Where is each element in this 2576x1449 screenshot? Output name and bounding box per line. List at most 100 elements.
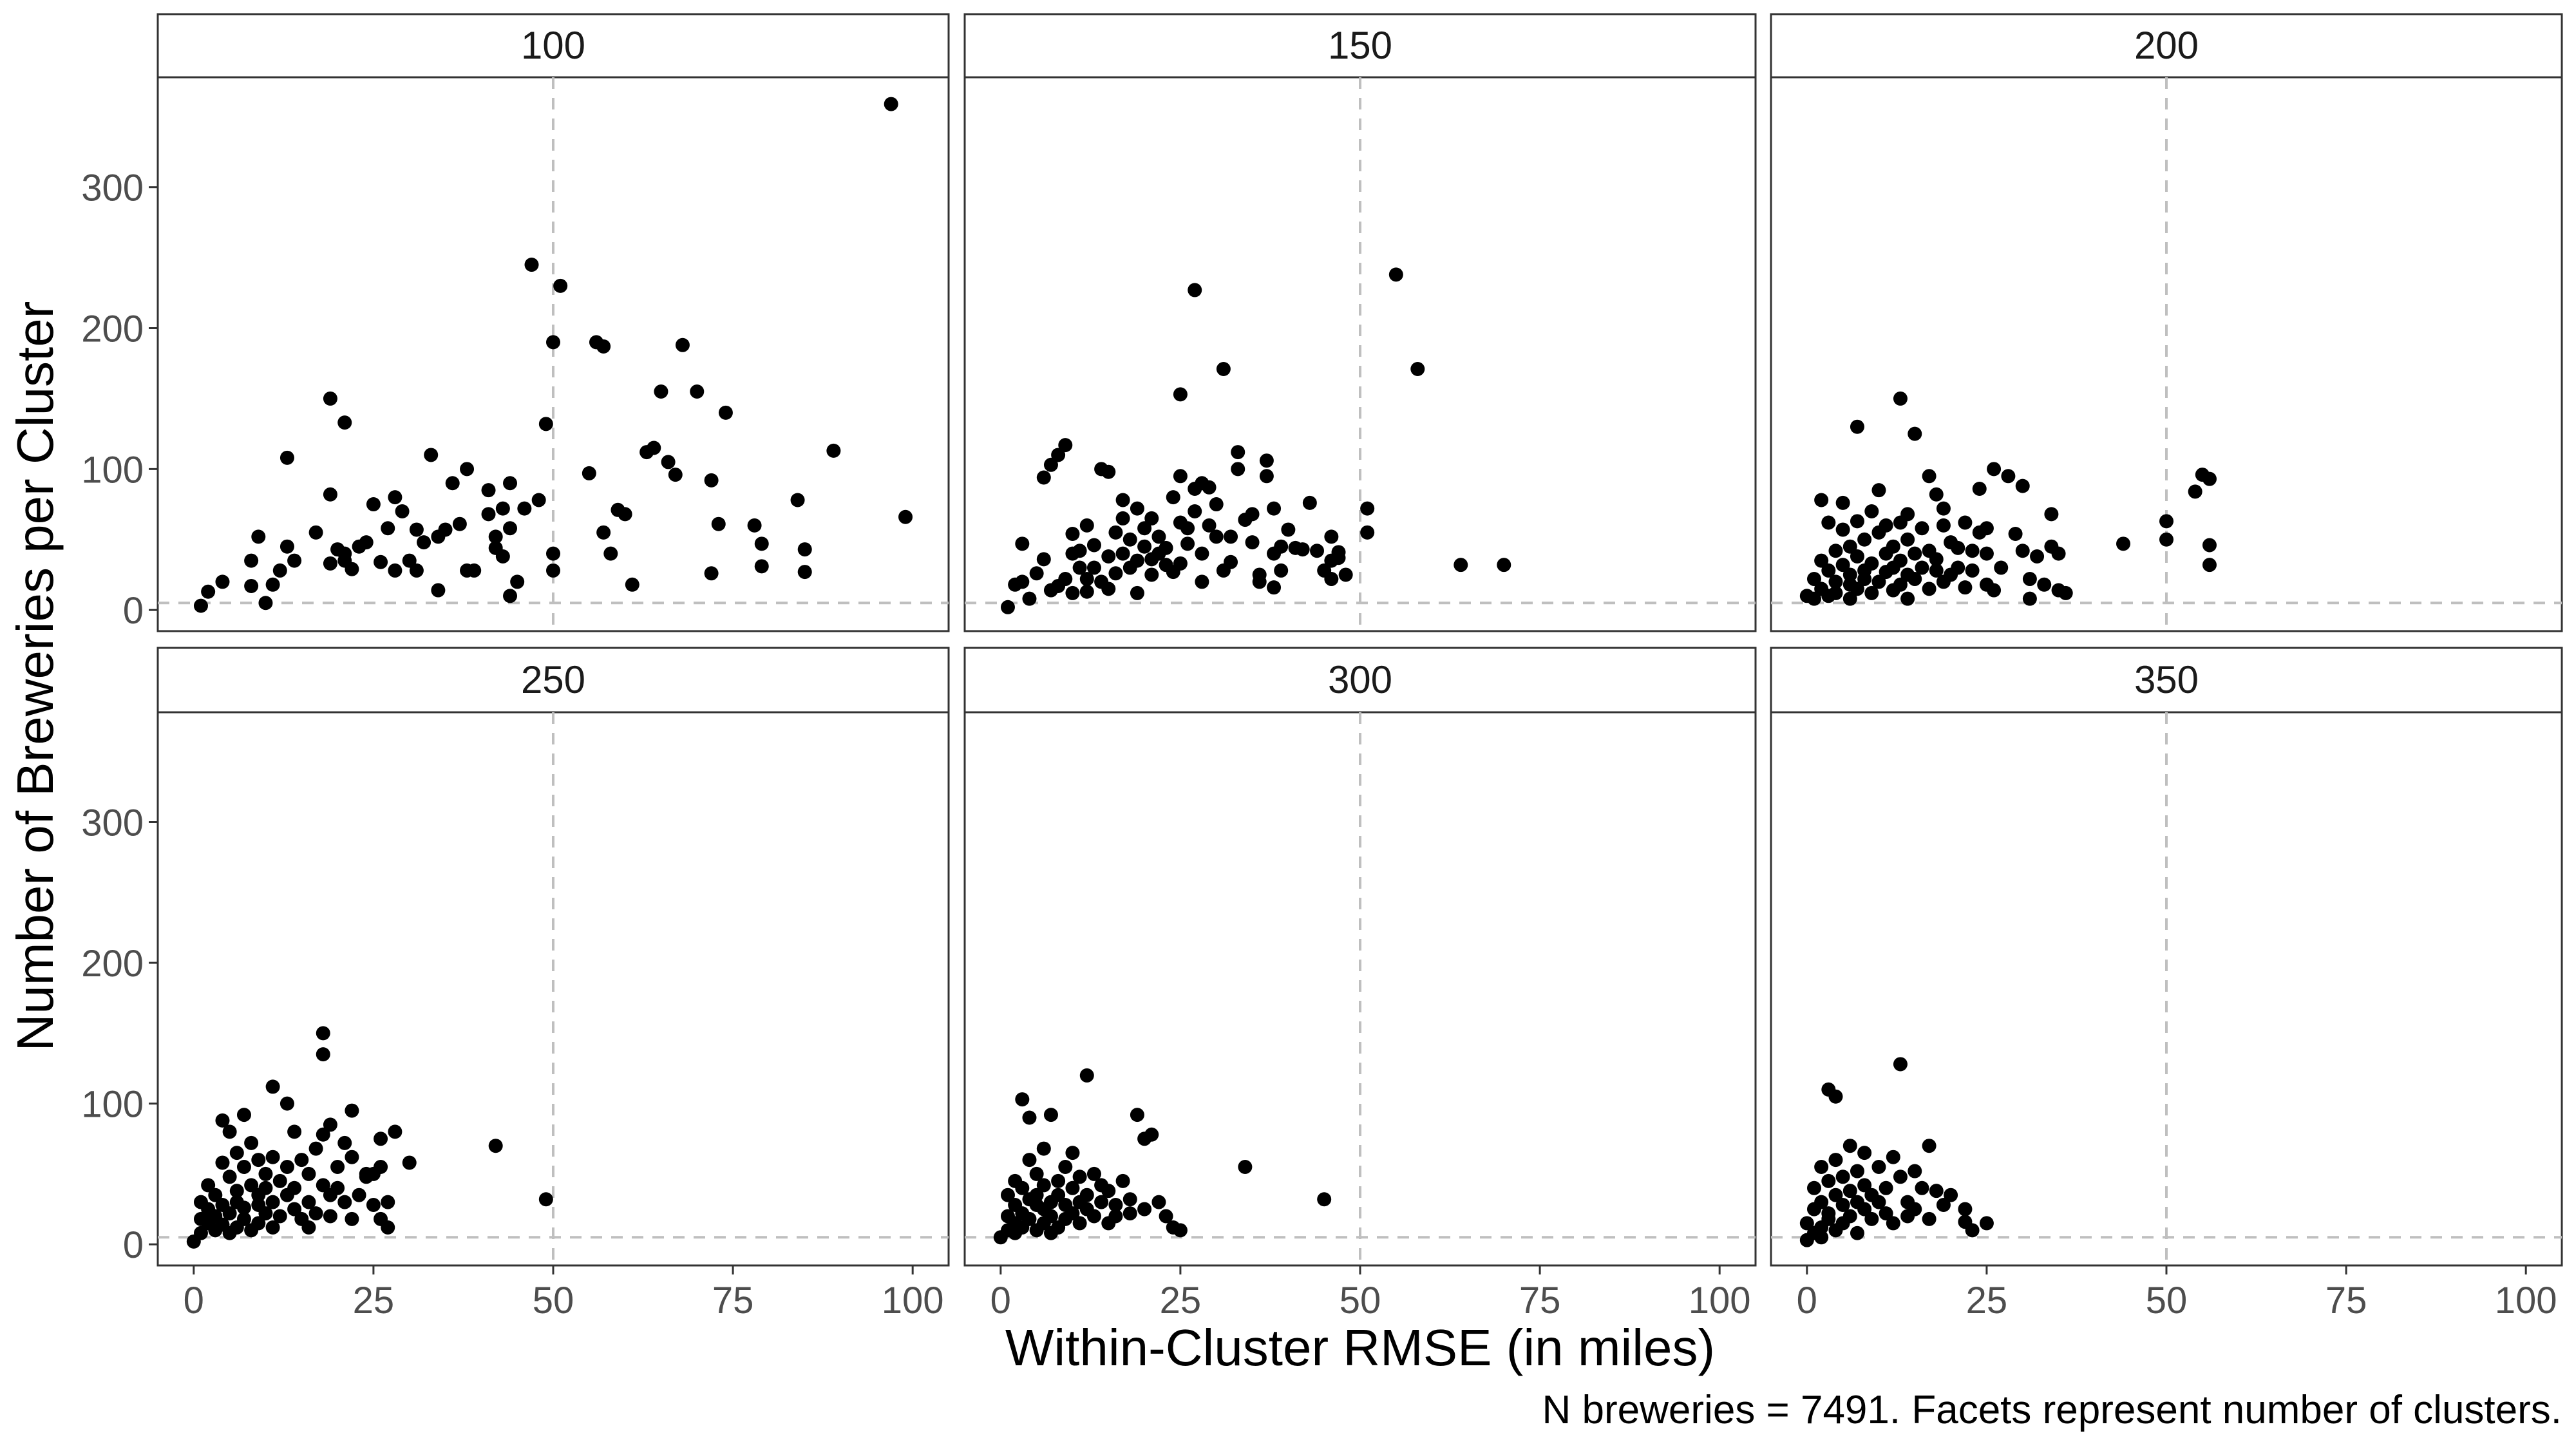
data-point bbox=[236, 1211, 251, 1226]
data-point bbox=[1151, 529, 1166, 544]
data-point bbox=[1079, 584, 1094, 599]
data-point bbox=[1173, 556, 1188, 571]
data-point bbox=[258, 596, 273, 611]
data-point bbox=[1864, 585, 1879, 600]
y-tick-label: 200 bbox=[81, 308, 144, 350]
data-point bbox=[747, 518, 762, 533]
data-point bbox=[1180, 536, 1195, 551]
data-point bbox=[287, 1180, 302, 1195]
data-point bbox=[279, 450, 294, 465]
data-point bbox=[1893, 391, 1908, 406]
data-point bbox=[1908, 546, 1922, 561]
data-point bbox=[308, 1141, 323, 1156]
data-point bbox=[1036, 1141, 1051, 1156]
data-point bbox=[538, 417, 553, 431]
data-point bbox=[251, 1216, 266, 1231]
data-point bbox=[1835, 1170, 1850, 1184]
data-point bbox=[1267, 580, 1282, 595]
x-axis-title: Within-Cluster RMSE (in miles) bbox=[1005, 1319, 1715, 1376]
data-point bbox=[1137, 539, 1152, 554]
data-point bbox=[1173, 469, 1188, 484]
data-point bbox=[445, 476, 460, 491]
data-point bbox=[596, 525, 611, 540]
data-point bbox=[388, 563, 402, 578]
data-point bbox=[524, 258, 539, 272]
data-point bbox=[374, 1159, 388, 1174]
x-tick-label: 25 bbox=[353, 1280, 395, 1321]
data-point bbox=[1806, 591, 1821, 606]
data-point bbox=[1994, 560, 2009, 575]
data-point bbox=[790, 493, 805, 507]
data-point bbox=[1122, 1192, 1137, 1207]
data-point bbox=[1958, 1202, 1973, 1217]
data-point bbox=[503, 589, 518, 603]
facet-strip-label: 250 bbox=[521, 658, 585, 701]
data-point bbox=[1043, 1209, 1058, 1224]
data-point bbox=[1842, 1209, 1857, 1224]
data-point bbox=[625, 577, 639, 592]
data-point bbox=[1821, 1173, 1836, 1188]
data-point bbox=[1015, 1180, 1030, 1195]
data-point bbox=[1166, 490, 1180, 505]
y-tick-label: 0 bbox=[123, 1224, 144, 1266]
data-point bbox=[2001, 469, 2016, 484]
data-point bbox=[374, 1132, 388, 1146]
data-point bbox=[1043, 1108, 1058, 1122]
data-point bbox=[409, 563, 424, 578]
facet-strip bbox=[156, 647, 950, 714]
data-point bbox=[222, 1170, 237, 1184]
data-point bbox=[1159, 540, 1173, 555]
facet-strip bbox=[1770, 13, 2563, 79]
data-point bbox=[596, 339, 611, 354]
data-point bbox=[1857, 572, 1872, 587]
data-point bbox=[1072, 560, 1087, 575]
data-point bbox=[1828, 574, 1843, 589]
data-point bbox=[1137, 1202, 1152, 1217]
data-point bbox=[1879, 1206, 1893, 1221]
data-point bbox=[1814, 1195, 1829, 1209]
data-point bbox=[1864, 556, 1879, 571]
data-point bbox=[1267, 501, 1282, 516]
x-tick-label: 100 bbox=[1689, 1280, 1751, 1321]
data-point bbox=[1850, 1164, 1864, 1179]
data-point bbox=[503, 476, 518, 491]
data-point bbox=[1900, 591, 1915, 606]
data-point bbox=[251, 529, 266, 544]
data-point bbox=[323, 556, 337, 571]
data-point bbox=[2188, 484, 2202, 499]
data-point bbox=[1857, 1202, 1872, 1217]
data-point bbox=[1922, 1211, 1937, 1226]
data-point bbox=[316, 1047, 330, 1062]
data-point bbox=[366, 1198, 381, 1213]
data-point bbox=[301, 1220, 316, 1235]
data-point bbox=[1922, 469, 1937, 484]
data-point bbox=[337, 1195, 352, 1209]
x-tick-label: 75 bbox=[2325, 1280, 2367, 1321]
data-point bbox=[1857, 532, 1872, 547]
facet-strip-label: 350 bbox=[2134, 658, 2199, 701]
data-point bbox=[1029, 1188, 1044, 1202]
data-point bbox=[279, 1096, 294, 1111]
data-point bbox=[201, 584, 216, 599]
data-point bbox=[222, 1206, 237, 1221]
data-point bbox=[1130, 1108, 1144, 1122]
data-point bbox=[287, 553, 302, 568]
data-point bbox=[388, 490, 402, 505]
data-point bbox=[1122, 532, 1137, 547]
data-point bbox=[265, 1079, 280, 1094]
data-point bbox=[1886, 1216, 1900, 1231]
data-point bbox=[1324, 572, 1339, 587]
data-point bbox=[1115, 511, 1130, 526]
data-point bbox=[1850, 514, 1864, 529]
data-point bbox=[1936, 501, 1951, 516]
data-point bbox=[1871, 1159, 1886, 1174]
data-point bbox=[222, 1124, 237, 1139]
data-point bbox=[1144, 1127, 1159, 1142]
data-point bbox=[424, 448, 439, 462]
data-point bbox=[359, 535, 374, 550]
data-point bbox=[1806, 572, 1821, 587]
data-point bbox=[1036, 470, 1051, 485]
data-point bbox=[1180, 521, 1195, 536]
facet-panel: 300 0 25 50 75 100 bbox=[963, 647, 1757, 1321]
data-point bbox=[711, 516, 726, 531]
